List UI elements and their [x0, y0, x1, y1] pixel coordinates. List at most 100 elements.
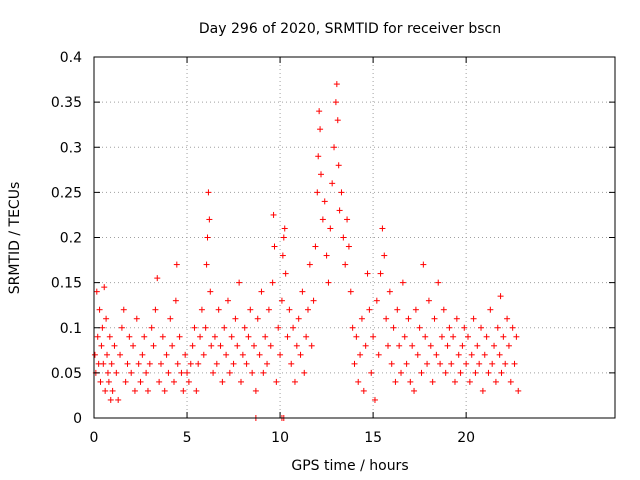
data-point [474, 342, 481, 349]
y-tick-label: 0.05 [51, 366, 82, 382]
data-point [403, 360, 410, 367]
data-point [290, 324, 297, 331]
data-point [236, 279, 243, 286]
data-point [507, 378, 514, 385]
data-point [150, 342, 157, 349]
data-point [293, 342, 300, 349]
data-point [509, 324, 516, 331]
data-point [401, 333, 408, 340]
data-point [197, 333, 204, 340]
data-point [205, 189, 212, 196]
data-points [91, 81, 522, 421]
data-point [381, 252, 388, 259]
data-point [178, 369, 185, 376]
data-point [148, 324, 155, 331]
data-point [262, 333, 269, 340]
data-point [332, 99, 339, 106]
data-point [440, 306, 447, 313]
data-point [435, 279, 442, 286]
data-point [144, 387, 151, 394]
y-tick-label: 0.35 [51, 95, 82, 111]
data-point [448, 360, 455, 367]
data-point [331, 144, 338, 151]
data-point [379, 225, 386, 232]
data-point [364, 270, 371, 277]
data-point [126, 333, 133, 340]
data-point [505, 342, 512, 349]
data-point [373, 297, 380, 304]
data-point [180, 387, 187, 394]
data-point [317, 126, 324, 133]
data-point [327, 225, 334, 232]
data-point [513, 333, 520, 340]
data-point [284, 333, 291, 340]
data-point [154, 275, 161, 282]
data-point [267, 342, 274, 349]
x-tick-label: 20 [457, 430, 475, 446]
data-point [91, 351, 98, 358]
data-point [319, 216, 326, 223]
data-point [167, 315, 174, 322]
data-point [234, 342, 241, 349]
data-point [152, 306, 159, 313]
data-point [420, 261, 427, 268]
data-point [191, 324, 198, 331]
data-point [386, 288, 393, 295]
data-point [497, 293, 504, 300]
data-point [286, 306, 293, 313]
data-point [304, 306, 311, 313]
data-point [399, 279, 406, 286]
data-point [182, 351, 189, 358]
data-point [118, 324, 125, 331]
data-point [392, 378, 399, 385]
data-point [429, 378, 436, 385]
data-point [308, 342, 315, 349]
data-point [128, 369, 135, 376]
data-point [279, 252, 286, 259]
data-point [241, 324, 248, 331]
data-point [282, 270, 289, 277]
data-point [273, 378, 280, 385]
data-point [163, 351, 170, 358]
data-point [245, 333, 252, 340]
data-point [416, 324, 423, 331]
data-point [99, 324, 106, 331]
data-point [108, 360, 115, 367]
data-point [316, 108, 323, 115]
data-point [451, 378, 458, 385]
data-point [496, 351, 503, 358]
x-tick-label: 0 [90, 430, 99, 446]
data-point [230, 360, 237, 367]
chart-title: Day 296 of 2020, SRMTID for receiver bsc… [199, 21, 501, 37]
x-tick-label: 5 [183, 430, 192, 446]
data-point [101, 284, 108, 291]
data-point [130, 342, 137, 349]
data-point [357, 351, 364, 358]
data-point [455, 351, 462, 358]
data-point [249, 369, 256, 376]
data-point [277, 351, 284, 358]
data-point [243, 360, 250, 367]
data-point [100, 360, 107, 367]
data-point [424, 360, 431, 367]
data-point [494, 324, 501, 331]
data-point [185, 378, 192, 385]
data-point [481, 351, 488, 358]
data-point [124, 360, 131, 367]
data-point [215, 306, 222, 313]
data-point [349, 324, 356, 331]
data-point [491, 342, 498, 349]
data-point [444, 342, 451, 349]
data-point [347, 288, 354, 295]
data-point [344, 216, 351, 223]
data-point [258, 288, 265, 295]
data-point [291, 378, 298, 385]
data-point [141, 333, 148, 340]
data-point [336, 207, 343, 214]
data-point [237, 378, 244, 385]
data-point [377, 270, 384, 277]
data-point [97, 378, 104, 385]
data-point [198, 306, 205, 313]
data-point [161, 387, 168, 394]
data-point [383, 315, 390, 322]
